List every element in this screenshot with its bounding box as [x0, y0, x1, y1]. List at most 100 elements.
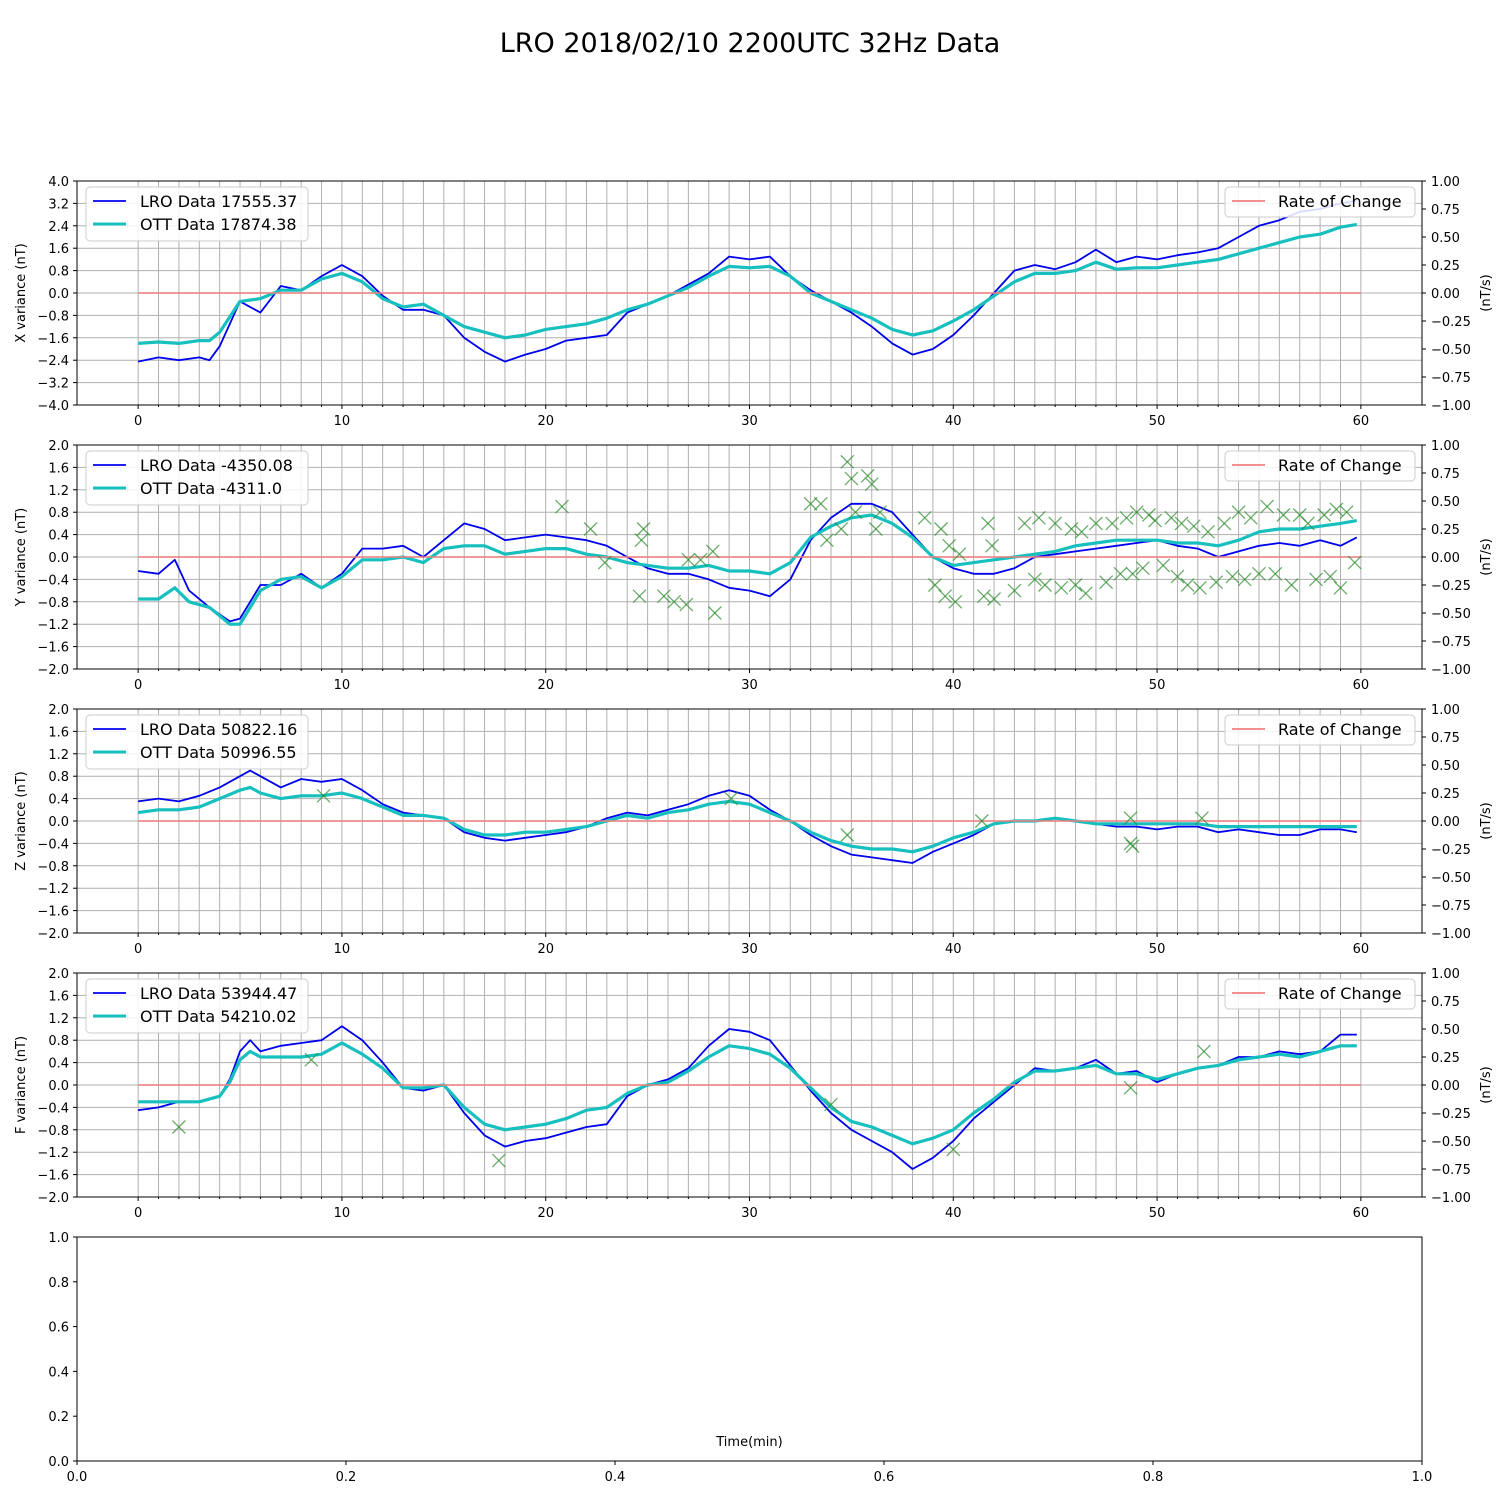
y2-tick-label: −0.25	[1431, 579, 1471, 594]
marker-stroke	[1027, 572, 1042, 587]
y2-tick-label: −1.00	[1431, 663, 1471, 678]
outlier-marker	[679, 597, 694, 612]
marker-stroke	[1243, 510, 1258, 525]
ott-series-line	[138, 513, 1358, 626]
outlier-marker	[1125, 839, 1140, 854]
outlier-marker	[1217, 516, 1232, 531]
outlier-marker	[840, 454, 855, 469]
outlier-marker	[491, 1153, 506, 1168]
y-axis-left: 2.0 1.6 1.2 0.8 0.4 0.0 −0.4 −0.8 −1.2 −1.6 −2.0	[37, 439, 77, 678]
y-tick-label: −0.8	[37, 596, 69, 611]
outlier-marker	[681, 552, 696, 567]
marker-stroke	[1333, 580, 1348, 595]
y-axis-left: 2.0 1.6 1.2 0.8 0.4 0.0 −0.4 −0.8 −1.2 −1.6 −2.0	[37, 703, 77, 942]
y-tick-label: 0.0	[48, 551, 69, 566]
outlier-marker	[1119, 510, 1134, 525]
outlier-marker	[1196, 1044, 1211, 1059]
outlier-marker	[868, 522, 883, 536]
y2-tick-label: −0.50	[1431, 343, 1471, 358]
y-tick-label: 0.0	[48, 287, 69, 302]
outlier-marker	[927, 578, 942, 592]
x-tick-label: 0.2	[336, 1470, 357, 1485]
x-tick-label: 0	[134, 1206, 142, 1221]
y-tick-label: −1.6	[37, 1169, 69, 1184]
x-tick-label: 0	[134, 414, 142, 429]
y2-tick-label: −0.25	[1431, 315, 1471, 330]
outlier-marker	[1339, 505, 1354, 520]
outlier-marker	[1074, 524, 1089, 539]
y-tick-label: −1.6	[37, 905, 69, 920]
marker-stroke	[872, 505, 887, 520]
y2-tick-label: 0.75	[1431, 203, 1460, 218]
legend-right: Rate of Change	[1224, 978, 1416, 1010]
legend-label: OTT Data 17874.38	[140, 215, 297, 234]
marker-stroke	[1252, 566, 1266, 581]
y-tick-label: 0.0	[48, 1455, 69, 1470]
marker-stroke	[1088, 516, 1103, 531]
outlier-marker	[1078, 586, 1093, 601]
legend-box	[85, 186, 309, 242]
y-tick-label: −0.4	[37, 573, 69, 588]
y2-tick-label: 0.50	[1431, 759, 1460, 774]
x-tick-label: 60	[1353, 1206, 1370, 1221]
y2-tick-label: 0.50	[1431, 231, 1460, 246]
x-tick-label: 30	[741, 414, 758, 429]
y2-tick-label: −0.25	[1431, 1107, 1471, 1122]
marker-stroke	[1192, 580, 1207, 595]
y-tick-label: 0.0	[48, 815, 69, 830]
legend-label: Rate of Change	[1278, 456, 1402, 475]
y2-tick-label: 0.50	[1431, 1023, 1460, 1038]
x-tick-label: 20	[537, 678, 554, 693]
outlier-marker	[976, 589, 991, 604]
y2-tick-label: 1.00	[1431, 439, 1460, 454]
outlier-marker	[1180, 578, 1195, 592]
marker-stroke	[1225, 569, 1240, 584]
x-tick-label: 50	[1149, 414, 1166, 429]
y2-tick-label: −1.00	[1431, 399, 1471, 414]
outlier-marker	[1064, 522, 1079, 536]
y-tick-label: −2.4	[37, 354, 69, 369]
y-tick-label: −0.4	[37, 1101, 69, 1116]
y-axis-left: 4.0 3.2 2.4 1.6 0.8 0.0 −0.8 −1.6 −2.4 −3.2 −4.0	[37, 175, 77, 414]
y2-tick-label: 0.25	[1431, 1051, 1460, 1066]
y-tick-label: 0.8	[48, 265, 69, 280]
outlier-marker	[952, 547, 967, 562]
y-tick-label: 0.0	[48, 1079, 69, 1094]
y-axis-left: 2.0 1.6 1.2 0.8 0.4 0.0 −0.4 −0.8 −1.2 −1.6 −2.0	[37, 967, 77, 1206]
legend-left: LRO Data 50822.16 OTT Data 50996.55	[85, 714, 309, 770]
x-tick-label: 10	[334, 1206, 351, 1221]
outlier-marker	[1027, 572, 1042, 587]
marker-stroke	[304, 1052, 319, 1067]
legend-label: LRO Data -4350.08	[140, 456, 293, 475]
x-tick-label: 0.6	[874, 1470, 895, 1485]
y-tick-label: 0.8	[48, 506, 69, 521]
outlier-marker	[1017, 516, 1032, 531]
outlier-marker	[872, 505, 887, 520]
legend-label: LRO Data 17555.37	[140, 192, 297, 211]
marker-stroke	[634, 533, 649, 548]
marker-stroke	[1300, 516, 1315, 531]
y2-tick-label: 1.00	[1431, 967, 1460, 982]
outlier-marker	[1135, 561, 1150, 576]
y2-axis-label: (nT/s)	[1479, 1066, 1494, 1103]
outlier-marker	[917, 510, 932, 525]
marker-stroke	[819, 533, 834, 548]
outlier-marker	[1201, 524, 1215, 539]
outlier-marker	[1243, 510, 1258, 525]
y2-tick-label: 0.75	[1431, 995, 1460, 1010]
outlier-marker	[171, 1120, 186, 1134]
marker-stroke	[1074, 524, 1089, 539]
y2-tick-label: −1.00	[1431, 1191, 1471, 1206]
outlier-marker	[1054, 580, 1069, 595]
outlier-marker	[1164, 510, 1179, 525]
y-tick-label: 1.6	[48, 725, 69, 740]
plot-frame	[76, 1236, 1423, 1462]
outlier-marker	[803, 496, 818, 511]
legend-label: LRO Data 53944.47	[140, 984, 297, 1003]
y-tick-label: −0.4	[37, 837, 69, 852]
legend-box	[1224, 186, 1416, 218]
legend-label: Rate of Change	[1278, 984, 1402, 1003]
y2-tick-label: 0.00	[1431, 287, 1460, 302]
outlier-marker	[1088, 516, 1103, 531]
marker-stroke	[1031, 510, 1046, 525]
